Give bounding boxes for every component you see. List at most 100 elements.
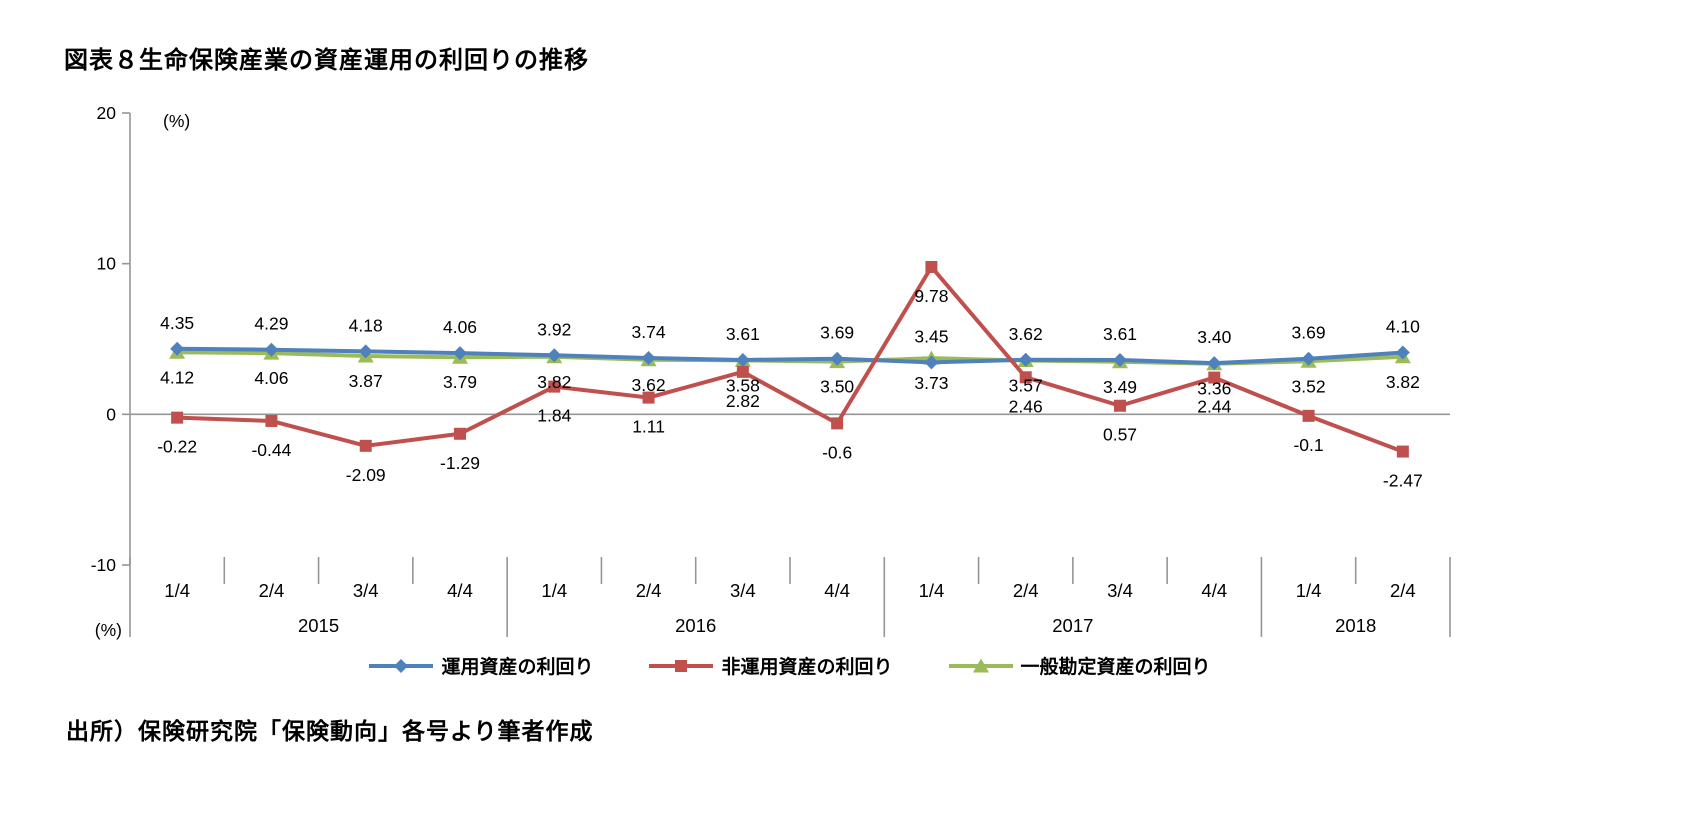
y-axis-tick-label: 0: [106, 404, 116, 424]
data-label: 3.87: [349, 371, 383, 391]
data-label: 4.18: [349, 315, 383, 335]
data-label: 4.35: [160, 313, 194, 333]
chart-legend: 運用資産の利回り 非運用資産の利回り 一般勘定資産の利回り: [130, 652, 1450, 679]
y-axis-tick-label: 20: [97, 103, 117, 123]
data-label: 4.12: [160, 367, 194, 387]
chart-title: 図表８生命保険産業の資産運用の利回りの推移: [64, 47, 589, 74]
data-label: 3.50: [820, 377, 854, 397]
data-label: -0.44: [251, 440, 291, 460]
marker-diamond-icon: [924, 355, 939, 370]
quarter-label: 1/4: [541, 580, 567, 601]
data-label: 3.49: [1103, 377, 1137, 397]
data-label: 4.06: [254, 368, 288, 388]
marker-square-icon: [925, 260, 938, 273]
series-line-1: [175, 264, 1405, 454]
data-label: 3.61: [726, 324, 760, 344]
marker-diamond-icon: [1207, 356, 1222, 371]
marker-diamond-icon: [358, 344, 373, 359]
data-label: 4.10: [1386, 317, 1420, 337]
marker-diamond-icon: [1113, 352, 1127, 367]
data-label: 3.62: [632, 375, 666, 395]
data-label: 3.73: [914, 373, 948, 393]
marker-square-icon: [642, 391, 655, 404]
data-label: 3.74: [632, 322, 666, 342]
marker-square-icon: [675, 659, 688, 672]
quarter-label: 2/4: [1013, 580, 1039, 601]
legend-label: 一般勘定資産の利回り: [1020, 657, 1211, 678]
year-label: 2016: [675, 615, 716, 636]
data-label: 3.52: [1292, 376, 1326, 396]
data-label: 0.57: [1103, 425, 1137, 445]
year-label: 2015: [298, 615, 339, 636]
marker-square-icon: [1208, 371, 1221, 384]
data-label: 3.82: [1386, 372, 1420, 392]
data-label: -2.47: [1383, 471, 1423, 491]
quarter-label: 1/4: [1296, 580, 1322, 601]
data-label: 3.36: [1197, 379, 1231, 399]
marker-square-icon: [265, 414, 278, 427]
data-label: 3.69: [820, 323, 854, 343]
legend-item-0: 運用資産の利回り: [369, 652, 593, 679]
marker-triangle-icon: [972, 658, 989, 672]
marker-diamond-icon: [170, 341, 185, 356]
data-label: 3.57: [1009, 376, 1043, 396]
quarter-label: 4/4: [447, 580, 473, 601]
marker-diamond-icon: [1301, 351, 1316, 366]
quarter-label: 3/4: [730, 580, 756, 601]
legend-diamond-icon: [369, 658, 434, 673]
marker-diamond-icon: [394, 658, 409, 673]
marker-diamond-icon: [735, 352, 750, 367]
y-axis-tick-label: 10: [97, 254, 117, 274]
legend-square-icon: [649, 659, 714, 672]
data-label: 3.92: [537, 319, 571, 339]
marker-square-icon: [1114, 399, 1126, 412]
source-note: 出所）保険研究院「保険動向」各号より筆者作成: [66, 718, 594, 744]
legend-label: 運用資産の利回り: [441, 657, 594, 678]
marker-square-icon: [171, 411, 184, 424]
marker-diamond-icon: [641, 350, 656, 365]
marker-square-icon: [359, 439, 372, 452]
data-label: -0.22: [157, 437, 197, 457]
data-label: 2.44: [1197, 397, 1231, 417]
quarter-label: 4/4: [1201, 580, 1227, 601]
marker-square-icon: [454, 427, 466, 440]
quarter-label: 4/4: [824, 580, 850, 601]
data-label: 2.46: [1009, 396, 1043, 416]
marker-square-icon: [548, 380, 561, 393]
marker-square-icon: [1302, 409, 1315, 422]
marker-square-icon: [1019, 371, 1032, 384]
quarter-label: 2/4: [1390, 580, 1416, 601]
marker-square-icon: [1396, 445, 1409, 458]
quarter-label: 2/4: [636, 580, 662, 601]
quarter-label: 1/4: [919, 580, 945, 601]
legend-item-2: 一般勘定資産の利回り: [948, 652, 1211, 679]
data-label: 1.84: [537, 406, 571, 426]
data-label: 3.62: [1009, 324, 1043, 344]
line-chart: 20 10 0 -10 (%) (%) 1/4 2/4 3/4 4/4 1/4 2/4 3/4 4/4 1/…: [91, 103, 1451, 640]
marker-diamond-icon: [453, 346, 467, 361]
marker-diamond-icon: [1395, 345, 1410, 360]
data-label: 3.69: [1292, 323, 1326, 343]
legend-label: 非運用資産の利回り: [721, 657, 893, 678]
data-label: -2.09: [346, 465, 386, 485]
data-label: 4.06: [443, 317, 477, 337]
data-label: 3.82: [537, 372, 571, 392]
data-label: -0.1: [1293, 435, 1323, 455]
data-label: 3.61: [1103, 324, 1137, 344]
marker-square-icon: [736, 365, 749, 378]
data-label: 3.45: [914, 326, 948, 346]
year-label: 2017: [1052, 615, 1093, 636]
marker-diamond-icon: [1018, 352, 1033, 367]
quarter-label: 3/4: [353, 580, 379, 601]
data-label: -1.29: [440, 453, 480, 473]
data-label: 3.58: [726, 375, 760, 395]
quarter-label: 3/4: [1107, 580, 1133, 601]
y-axis-unit-top: (%): [163, 111, 190, 131]
marker-diamond-icon: [547, 348, 562, 363]
data-label: 4.29: [254, 314, 288, 334]
legend-item-1: 非運用資産の利回り: [649, 652, 893, 679]
data-label: -0.6: [822, 442, 852, 462]
data-label: 3.79: [443, 372, 477, 392]
legend-triangle-icon: [948, 658, 1013, 672]
